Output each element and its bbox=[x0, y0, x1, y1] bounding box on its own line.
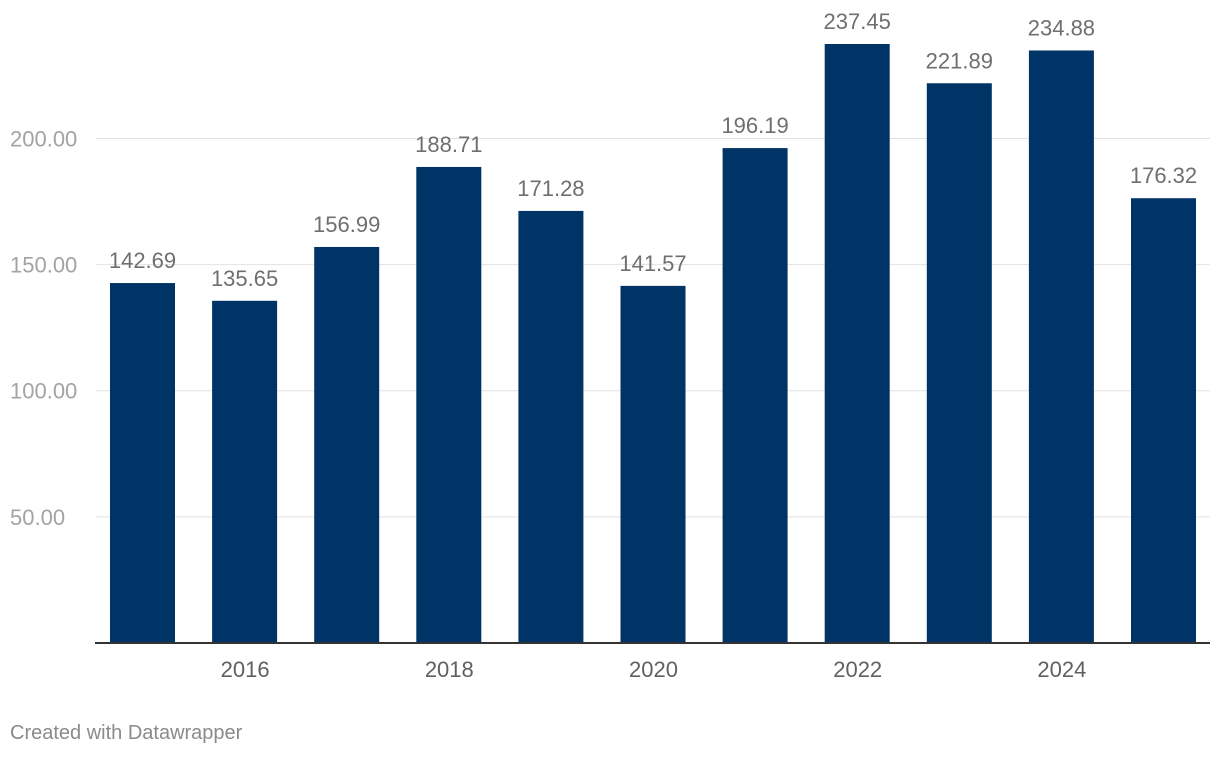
bar-2018[interactable] bbox=[416, 166, 482, 643]
bar-2024[interactable] bbox=[1028, 50, 1094, 644]
datawrapper-credit[interactable]: Created with Datawrapper bbox=[10, 722, 243, 744]
bar-2025[interactable] bbox=[1131, 198, 1196, 644]
bar-value-label: 141.57 bbox=[619, 251, 686, 276]
bar-value-label: 237.45 bbox=[824, 9, 891, 34]
bar-value-label: 188.71 bbox=[415, 132, 482, 157]
y-tick-label: 150.00 bbox=[10, 253, 77, 278]
bar-2016[interactable] bbox=[212, 300, 278, 643]
x-axis-labels: 2016 2018 2020 2022 2024 bbox=[221, 657, 1087, 682]
bar-2015[interactable] bbox=[110, 283, 175, 643]
y-tick-label: 100.00 bbox=[10, 379, 77, 404]
bar-value-label: 156.99 bbox=[313, 212, 380, 237]
y-axis-labels: 50.00 100.00 150.00 200.00 bbox=[10, 126, 77, 529]
bar-value-label: 142.69 bbox=[109, 248, 176, 273]
x-tick-label: 2020 bbox=[629, 657, 678, 682]
bar-2021[interactable] bbox=[722, 148, 788, 643]
value-labels: 142.69 135.65 156.99 188.71 171.28 141.57 196.… bbox=[109, 9, 1197, 291]
bar-2023[interactable] bbox=[926, 83, 992, 644]
bar-2020[interactable] bbox=[620, 285, 686, 643]
bar-2022[interactable] bbox=[824, 44, 890, 643]
bar-chart: 50.00 100.00 150.00 200.00 142.69 135.65 156.… bbox=[10, 9, 1210, 682]
bar-value-label: 135.65 bbox=[211, 266, 278, 291]
x-tick-label: 2024 bbox=[1037, 657, 1086, 682]
bar-value-label: 171.28 bbox=[517, 176, 584, 201]
bar-2017[interactable] bbox=[314, 246, 380, 643]
bar-value-label: 196.19 bbox=[721, 113, 788, 138]
bar-value-label: 234.88 bbox=[1028, 15, 1095, 40]
bar-value-label: 176.32 bbox=[1130, 163, 1197, 188]
bars bbox=[110, 44, 1196, 644]
y-tick-label: 200.00 bbox=[10, 126, 77, 151]
bar-2019[interactable] bbox=[518, 210, 584, 643]
y-tick-label: 50.00 bbox=[10, 505, 65, 530]
bar-value-label: 221.89 bbox=[926, 48, 993, 73]
x-tick-label: 2022 bbox=[833, 657, 882, 682]
x-tick-label: 2018 bbox=[425, 657, 474, 682]
x-tick-label: 2016 bbox=[221, 657, 270, 682]
